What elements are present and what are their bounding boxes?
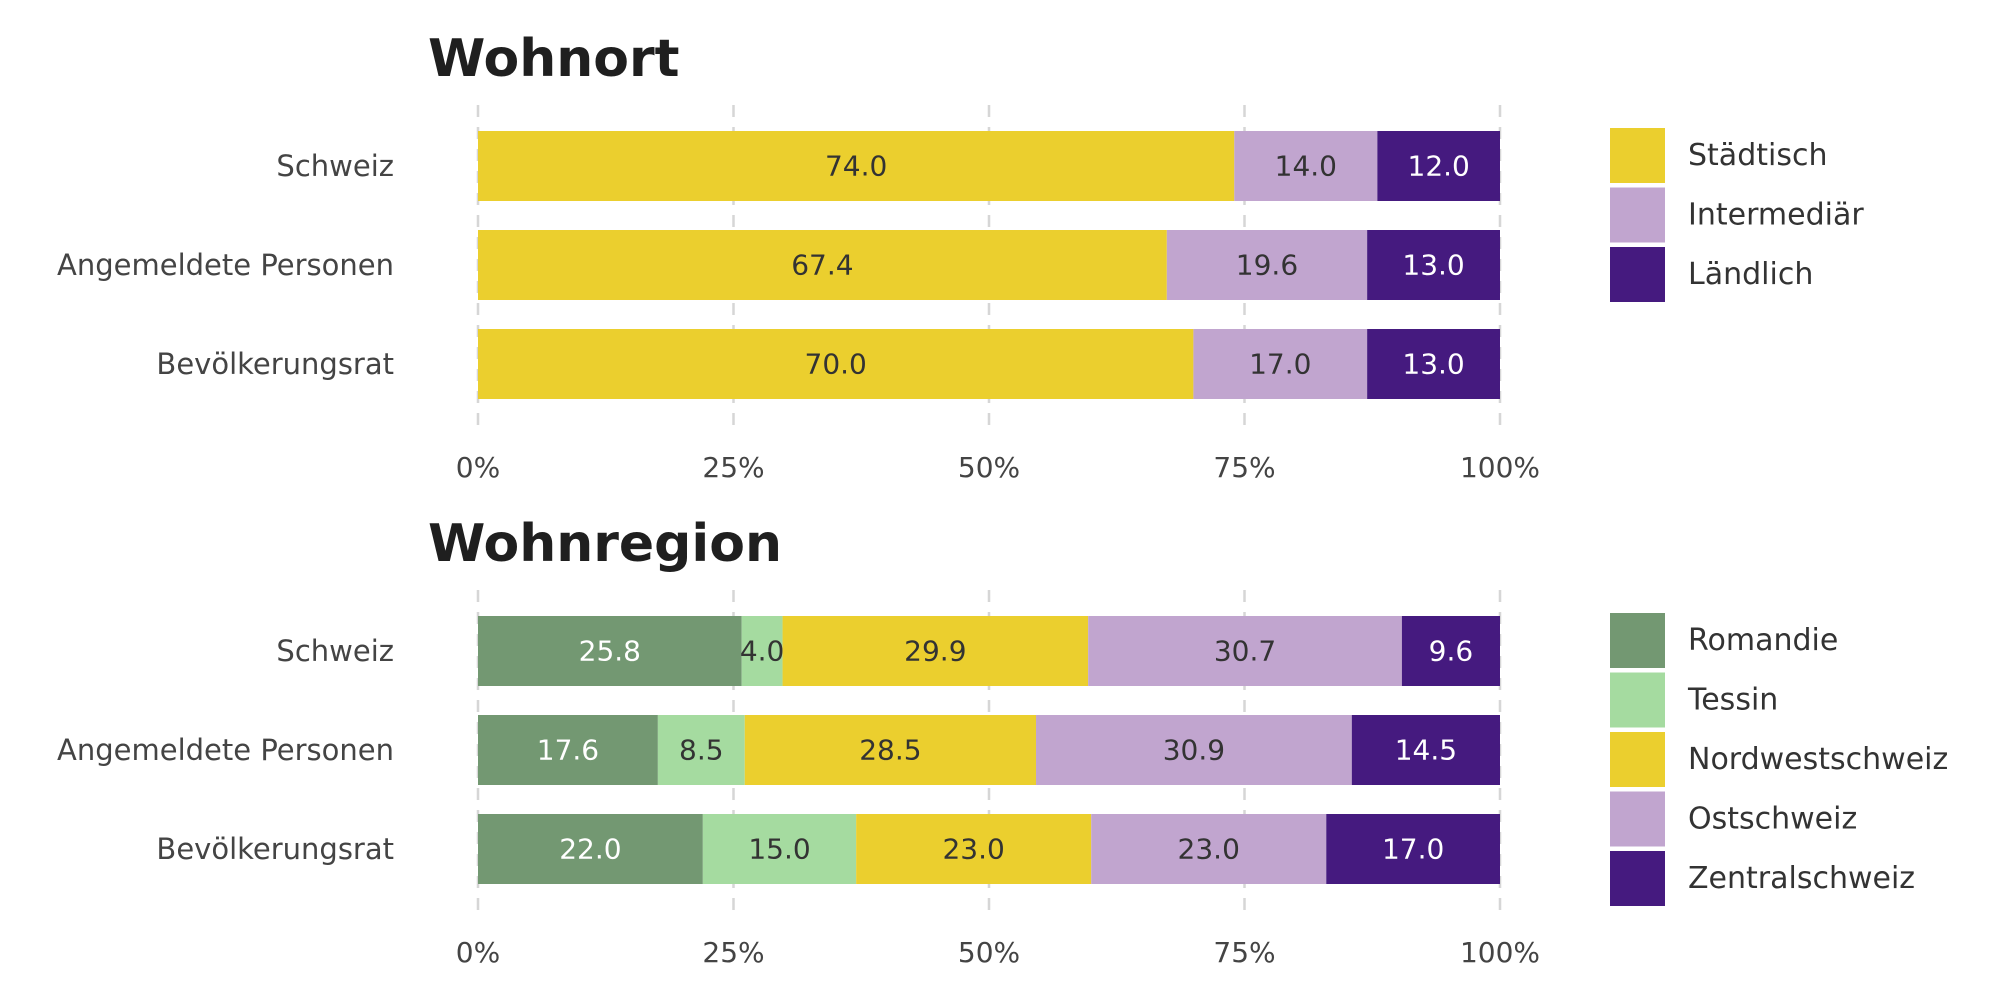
x-tick-label: 25% <box>702 936 764 969</box>
panel-title: Wohnregion <box>428 514 782 574</box>
bar-value-label: 12.0 <box>1408 150 1470 183</box>
x-tick-label: 0% <box>456 451 500 484</box>
bar-segment <box>1036 715 1352 785</box>
x-tick-label: 50% <box>958 936 1020 969</box>
legend-label: Ostschweiz <box>1688 802 1857 837</box>
legend-swatch <box>1610 791 1665 847</box>
bar-value-label: 17.0 <box>1249 348 1311 381</box>
category-label: Schweiz <box>276 634 394 668</box>
legend-swatch <box>1610 732 1665 787</box>
bar-value-label: 15.0 <box>748 833 810 866</box>
x-tick-label: 25% <box>702 451 764 484</box>
legend-swatch <box>1610 851 1665 906</box>
bar-value-label: 8.5 <box>679 734 724 767</box>
bar-segment <box>1367 329 1500 399</box>
legend-swatch <box>1610 128 1665 183</box>
bar-value-label: 13.0 <box>1402 348 1464 381</box>
bar-segment <box>782 616 1089 686</box>
bar-value-label: 4.0 <box>740 635 785 668</box>
bar-value-label: 23.0 <box>942 833 1004 866</box>
chart-panel-1: Wohnort 0% 25% 50% 75% 100% Schweiz Angemeldete… <box>57 29 1864 484</box>
category-label: Angemeldete Personen <box>57 248 394 282</box>
bar-value-label: 28.5 <box>859 734 921 767</box>
bar-segment <box>741 616 783 686</box>
bar-segment <box>657 715 745 785</box>
bar-value-label: 29.9 <box>904 635 966 668</box>
bar-segment <box>478 329 1194 399</box>
x-tick-label: 75% <box>1213 936 1275 969</box>
bar-value-label: 70.0 <box>805 348 867 381</box>
bar-value-label: 25.8 <box>579 635 641 668</box>
bar-segment <box>744 715 1037 785</box>
bar-segment <box>1193 329 1368 399</box>
bar-value-label: 30.7 <box>1214 635 1276 668</box>
bar-segment <box>702 814 857 884</box>
bar-value-label: 19.6 <box>1236 249 1298 282</box>
bar-value-label: 67.4 <box>791 249 853 282</box>
bar-value-label: 14.5 <box>1395 734 1457 767</box>
bar-segment <box>478 616 742 686</box>
bar-value-label: 30.9 <box>1163 734 1225 767</box>
legend-label: Nordwestschweiz <box>1688 742 1948 777</box>
bar-segment <box>1351 715 1500 785</box>
category-label: Schweiz <box>276 149 394 183</box>
legend-swatch <box>1610 613 1665 668</box>
bar-segment <box>1367 230 1500 300</box>
bar-segment <box>478 715 658 785</box>
legend-label: Romandie <box>1688 623 1838 658</box>
legend-swatch <box>1610 672 1665 728</box>
legend-label: Tessin <box>1687 683 1778 718</box>
bar-value-label: 22.0 <box>559 833 621 866</box>
x-tick-label: 100% <box>1460 451 1540 484</box>
bar-segment <box>1401 616 1500 686</box>
bar-segment <box>478 814 703 884</box>
bar-value-label: 17.0 <box>1382 833 1444 866</box>
bar-value-label: 14.0 <box>1275 150 1337 183</box>
bar-segment <box>1234 131 1378 201</box>
bar-value-label: 74.0 <box>825 150 887 183</box>
legend-label: Ländlich <box>1688 257 1813 292</box>
category-label: Bevölkerungsrat <box>156 347 394 381</box>
bar-segment <box>1166 230 1368 300</box>
bar-value-label: 13.0 <box>1402 249 1464 282</box>
legend-label: Städtisch <box>1688 138 1827 173</box>
bar-value-label: 9.6 <box>1429 635 1474 668</box>
bar-value-label: 17.6 <box>537 734 599 767</box>
legend-swatch <box>1610 187 1665 243</box>
bar-value-label: 23.0 <box>1178 833 1240 866</box>
bar-segment <box>1091 814 1327 884</box>
bar-segment <box>478 131 1235 201</box>
x-tick-label: 75% <box>1213 451 1275 484</box>
panel-title: Wohnort <box>428 29 680 89</box>
bar-segment <box>1377 131 1500 201</box>
category-label: Bevölkerungsrat <box>156 832 394 866</box>
bar-segment <box>856 814 1092 884</box>
bar-segment <box>1326 814 1500 884</box>
x-tick-label: 100% <box>1460 936 1540 969</box>
legend-label: Zentralschweiz <box>1688 861 1915 896</box>
x-tick-label: 50% <box>958 451 1020 484</box>
bar-segment <box>1088 616 1402 686</box>
legend-swatch <box>1610 247 1665 302</box>
category-label: Angemeldete Personen <box>57 733 394 767</box>
bar-segment <box>478 230 1167 300</box>
chart-panel-2: Wohnregion 0% 25% 50% 75% 100% Schweiz Angemeld… <box>57 514 1948 969</box>
x-tick-label: 0% <box>456 936 500 969</box>
legend-label: Intermediär <box>1688 198 1864 233</box>
